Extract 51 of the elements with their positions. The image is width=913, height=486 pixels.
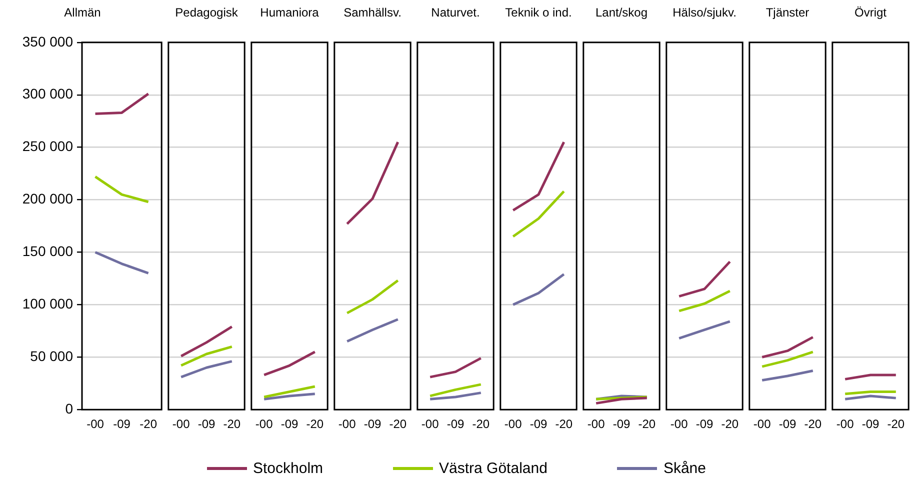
chart-title: Lant/skog — [595, 6, 648, 20]
x-tick-label: -00 — [86, 417, 104, 432]
chart-title: Hälso/sjukv. — [672, 6, 736, 20]
chart-title: Allmän — [64, 6, 101, 20]
x-tick-label: -20 — [804, 417, 822, 432]
x-tick-label: -09 — [530, 417, 548, 432]
x-tick-label: -00 — [338, 417, 356, 432]
x-tick-label: -09 — [778, 417, 796, 432]
x-tick-label: -20 — [140, 417, 158, 432]
x-tick-label: -20 — [389, 417, 407, 432]
chart-title: Övrigt — [854, 6, 888, 20]
x-tick-label: -00 — [504, 417, 522, 432]
x-tick-label: -20 — [887, 417, 905, 432]
x-tick-label: -09 — [612, 417, 630, 432]
legend-label: Skåne — [663, 460, 706, 477]
x-tick-label: -20 — [472, 417, 490, 432]
chart-title: Naturvet. — [431, 6, 480, 20]
chart-title: Tjänster — [766, 6, 810, 20]
chart-title: Teknik o ind. — [505, 6, 572, 20]
x-tick-label: -20 — [638, 417, 656, 432]
x-tick-label: -09 — [696, 417, 714, 432]
x-tick-label: -20 — [721, 417, 739, 432]
x-tick-label: -20 — [306, 417, 324, 432]
chart-title: Samhällsv. — [344, 6, 402, 20]
x-tick-label: -00 — [421, 417, 440, 432]
chart-title: Humaniora — [260, 6, 320, 20]
x-tick-label: -00 — [753, 417, 772, 432]
x-tick-label: -00 — [172, 417, 190, 432]
x-tick-label: -00 — [255, 417, 274, 432]
y-tick-label: 0 — [65, 400, 74, 416]
y-tick-label: 350 000 — [22, 33, 74, 50]
x-tick-label: -00 — [670, 417, 688, 432]
x-tick-label: -20 — [223, 417, 241, 432]
x-tick-label: -09 — [113, 417, 131, 432]
x-tick-label: -20 — [555, 417, 573, 432]
y-tick-label: 50 000 — [30, 348, 74, 364]
x-tick-label: -09 — [862, 417, 880, 432]
y-tick-label: 200 000 — [22, 190, 74, 207]
x-tick-label: -00 — [587, 417, 606, 432]
x-tick-label: -00 — [836, 417, 854, 432]
legend-label: Västra Götaland — [439, 460, 548, 477]
x-tick-label: -09 — [280, 417, 298, 432]
legend-label: Stockholm — [253, 460, 324, 477]
x-tick-label: -09 — [364, 417, 382, 432]
chart-title: Pedagogisk — [175, 6, 239, 20]
y-tick-label: 150 000 — [22, 243, 74, 260]
x-tick-label: -09 — [446, 417, 464, 432]
y-tick-label: 300 000 — [22, 86, 74, 102]
x-tick-label: -09 — [198, 417, 216, 432]
y-tick-label: 250 000 — [22, 138, 74, 154]
y-tick-label: 100 000 — [22, 296, 74, 312]
